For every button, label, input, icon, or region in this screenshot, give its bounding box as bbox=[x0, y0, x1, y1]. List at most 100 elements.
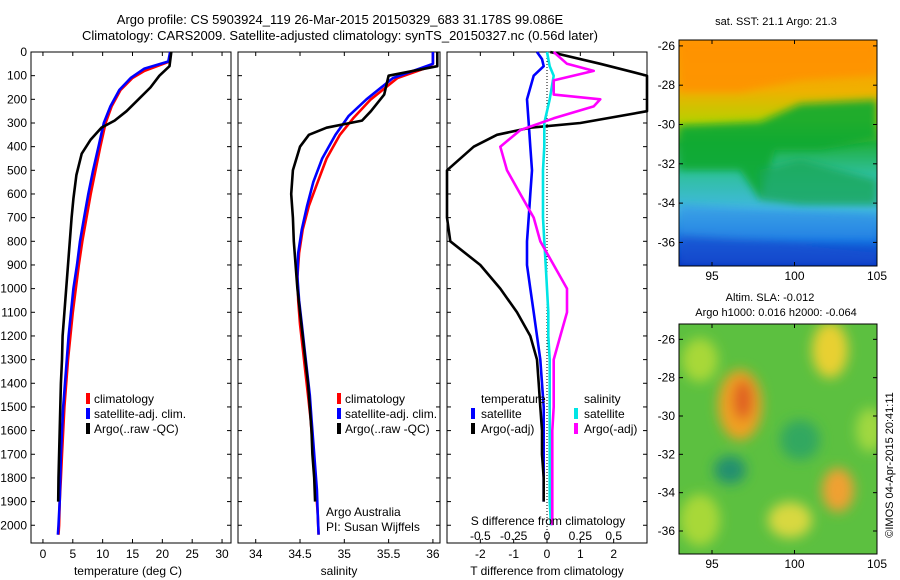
map-x-tick-label: 100 bbox=[784, 269, 804, 283]
s-tick-label: 0.25 bbox=[569, 529, 593, 543]
x-tick-label: -2 bbox=[475, 547, 486, 561]
depth-tick-label: 400 bbox=[7, 140, 27, 154]
map-y-tick-label: -30 bbox=[658, 409, 676, 423]
legend-swatch-satellite bbox=[337, 408, 341, 419]
legend-label-climatology: climatology bbox=[345, 392, 405, 406]
x-tick-label: 0 bbox=[40, 547, 47, 561]
map-y-tick-label: -32 bbox=[658, 157, 676, 171]
legend-label-satellite: satellite-adj. clim. bbox=[345, 407, 437, 421]
legend-swatch-temperature-satellite bbox=[471, 408, 475, 419]
depth-tick-label: 1400 bbox=[0, 376, 27, 390]
temperature-axes-frame bbox=[30, 51, 232, 544]
sst-map-title: sat. SST: 21.1 Argo: 21.3 bbox=[715, 16, 837, 28]
s-difference-label: S difference from climatology bbox=[471, 514, 626, 528]
x-tick-label: 25 bbox=[186, 547, 200, 561]
s-tick-label: -0.25 bbox=[500, 529, 528, 543]
legend-label-temperature-argo: Argo(-adj) bbox=[481, 422, 534, 436]
depth-tick-label: 500 bbox=[7, 163, 27, 177]
x-tick-label: -1 bbox=[508, 547, 519, 561]
salinity-legend: climatology satellite-adj. clim. Argo(..… bbox=[337, 392, 437, 436]
x-tick-label: 35 bbox=[338, 547, 352, 561]
x-tick-label: 35.5 bbox=[377, 547, 401, 561]
difference-legend: temperature salinity satellite Argo(-adj… bbox=[471, 392, 637, 436]
legend-label-climatology: climatology bbox=[94, 392, 154, 406]
sst-map-axes: 95 100 105 -26 -28 -30 -32 -34 -36 bbox=[658, 39, 888, 283]
x-tick-label: 10 bbox=[96, 547, 110, 561]
map-y-tick-label: -36 bbox=[658, 235, 676, 249]
sst-map-panel: sat. SST: 21.1 Argo: 21.3 95 100 105 -26 -28… bbox=[658, 16, 888, 283]
legend-label-salinity-satellite: satellite bbox=[584, 407, 625, 421]
temperature-x-label: temperature (deg C) bbox=[74, 564, 182, 578]
series-line-climatology bbox=[57, 51, 172, 535]
salinity-series bbox=[289, 52, 439, 535]
depth-axis: 0 100 200 300 400 500 600 700 800 900 1000 1100 1200… bbox=[0, 45, 231, 532]
sst-map-image bbox=[679, 40, 877, 266]
legend-header-salinity: salinity bbox=[584, 392, 621, 406]
series-line-salinity-argo-adj- bbox=[499, 51, 602, 526]
series-line-salinity-satellite bbox=[541, 51, 555, 526]
legend-label-satellite: satellite-adj. clim. bbox=[94, 407, 186, 421]
depth-tick-label: 1800 bbox=[0, 471, 27, 485]
legend-label-temperature-satellite: satellite bbox=[481, 407, 522, 421]
sla-map-axes: 95 100 105 -26 -28 -30 -32 -34 -36 bbox=[658, 324, 887, 571]
s-tick-label: 0.5 bbox=[605, 529, 622, 543]
temperature-legend: climatology satellite-adj. clim. Argo(..… bbox=[86, 392, 186, 436]
depth-tick-label: 700 bbox=[7, 211, 27, 225]
difference-panel: -2 -1 0 1 2 -0.5 -0.25 0 0.25 0.5 S difference f… bbox=[445, 50, 649, 578]
x-tick-label: 5 bbox=[69, 547, 76, 561]
legend-swatch-climatology bbox=[86, 393, 90, 404]
legend-label-salinity-argo: Argo(-adj) bbox=[584, 422, 637, 436]
map-y-tick-label: -28 bbox=[658, 78, 676, 92]
series-line-argo-raw-qc- bbox=[289, 52, 439, 502]
depth-tick-label: 0 bbox=[20, 45, 27, 59]
depth-tick-label: 2000 bbox=[0, 518, 27, 532]
depth-tick-label: 1200 bbox=[0, 329, 27, 343]
depth-tick-label: 300 bbox=[7, 116, 27, 130]
map-x-tick-label: 105 bbox=[867, 269, 887, 283]
map-y-tick-label: -26 bbox=[658, 39, 676, 53]
map-y-tick-label: -34 bbox=[658, 486, 676, 500]
sst-map-frame bbox=[678, 39, 878, 267]
series-line-climatology bbox=[296, 52, 435, 535]
depth-tick-label: 900 bbox=[7, 258, 27, 272]
principal-investigator-annotation: PI: Susan Wijffels bbox=[326, 520, 420, 534]
s-difference-x-axis: -0.5-0.2500.250.5 bbox=[470, 529, 622, 543]
series-line-temperature-argo-adj- bbox=[445, 50, 649, 502]
t-difference-x-axis: -2 -1 0 1 2 bbox=[475, 52, 617, 561]
sla-map-title-line1: Altim. SLA: -0.012 bbox=[726, 292, 815, 304]
depth-tick-label: 1600 bbox=[0, 424, 27, 438]
legend-swatch-argo bbox=[337, 423, 341, 434]
map-y-tick-label: -36 bbox=[658, 524, 676, 538]
legend-swatch-salinity-satellite bbox=[574, 408, 578, 419]
depth-tick-label: 200 bbox=[7, 92, 27, 106]
sla-map-title-line2: Argo h1000: 0.016 h2000: -0.064 bbox=[695, 307, 856, 319]
temperature-panel: 0100200300400500600700800900100011001200… bbox=[0, 45, 232, 578]
x-tick-label: 30 bbox=[215, 547, 229, 561]
salinity-x-label: salinity bbox=[321, 564, 358, 578]
legend-swatch-temperature-argo bbox=[471, 423, 475, 434]
series-line-temperature-satellite bbox=[525, 51, 545, 502]
x-tick-label: 34 bbox=[249, 547, 263, 561]
figure-title-line2: Climatology: CARS2009. Satellite-adjuste… bbox=[82, 28, 598, 43]
depth-tick-label: 1300 bbox=[0, 353, 27, 367]
depth-tick-label: 800 bbox=[7, 234, 27, 248]
map-y-tick-label: -32 bbox=[658, 447, 676, 461]
difference-series bbox=[445, 50, 649, 526]
map-x-tick-label: 100 bbox=[784, 557, 804, 571]
legend-swatch-salinity-argo bbox=[574, 423, 578, 434]
s-tick-label: -0.5 bbox=[470, 529, 491, 543]
map-x-tick-label: 95 bbox=[705, 269, 719, 283]
sla-map-panel: Altim. SLA: -0.012 Argo h1000: 0.016 h20… bbox=[658, 292, 888, 571]
map-y-tick-label: -30 bbox=[658, 118, 676, 132]
legend-header-temperature: temperature bbox=[481, 392, 546, 406]
difference-depth-ticks bbox=[447, 51, 647, 526]
x-tick-label: 36 bbox=[426, 547, 440, 561]
map-x-tick-label: 105 bbox=[867, 557, 887, 571]
legend-swatch-argo bbox=[86, 423, 90, 434]
depth-tick-label: 1900 bbox=[0, 495, 27, 509]
float-owner-annotation: Argo Australia bbox=[326, 505, 401, 519]
depth-tick-label: 1100 bbox=[1, 305, 27, 319]
x-tick-label: 1 bbox=[577, 547, 584, 561]
depth-tick-label: 1700 bbox=[0, 447, 27, 461]
